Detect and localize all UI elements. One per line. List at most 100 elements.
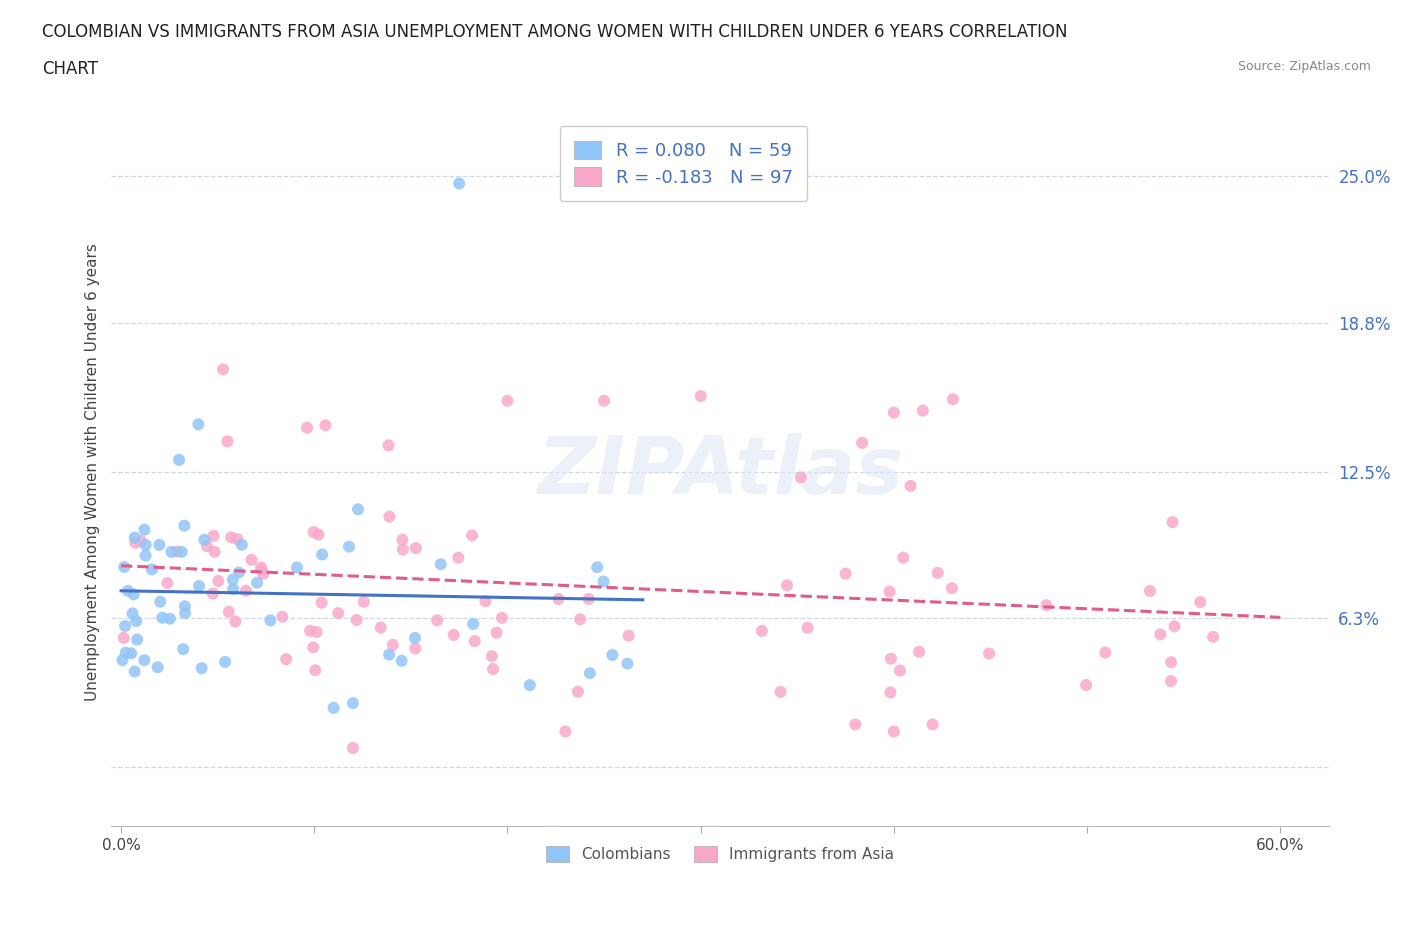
Point	[148, 538, 170, 552]
Point	[1161, 514, 1184, 529]
Point	[173, 518, 195, 533]
Point	[302, 525, 325, 539]
Point	[880, 651, 903, 666]
Point	[159, 611, 181, 626]
Point	[463, 617, 485, 631]
Point	[328, 605, 350, 620]
Point	[285, 560, 308, 575]
Point	[322, 700, 344, 715]
Point	[219, 530, 242, 545]
Point	[235, 583, 257, 598]
Point	[124, 530, 146, 545]
Point	[195, 538, 218, 553]
Point	[212, 362, 235, 377]
Point	[134, 653, 156, 668]
Point	[274, 652, 297, 667]
Point	[150, 610, 173, 625]
Point	[174, 605, 197, 620]
Point	[593, 393, 616, 408]
Point	[252, 566, 274, 581]
Point	[224, 614, 246, 629]
Point	[491, 610, 513, 625]
Point	[443, 628, 465, 643]
Point	[942, 392, 965, 406]
Point	[1163, 618, 1185, 633]
Point	[228, 565, 250, 580]
Point	[554, 724, 576, 739]
Point	[304, 663, 326, 678]
Point	[117, 583, 139, 598]
Point	[114, 645, 136, 660]
Point	[188, 578, 211, 593]
Point	[187, 417, 209, 432]
Point	[485, 625, 508, 640]
Point	[250, 563, 273, 578]
Point	[370, 620, 392, 635]
Point	[299, 623, 322, 638]
Point	[337, 539, 360, 554]
Point	[170, 544, 193, 559]
Point	[135, 538, 157, 552]
Point	[295, 420, 318, 435]
Point	[226, 532, 249, 547]
Point	[1035, 598, 1057, 613]
Point	[193, 532, 215, 547]
Point	[547, 591, 569, 606]
Point	[160, 544, 183, 559]
Point	[202, 528, 225, 543]
Point	[378, 509, 401, 524]
Point	[1160, 655, 1182, 670]
Point	[311, 547, 333, 562]
Point	[617, 629, 640, 644]
Point	[578, 591, 600, 606]
Point	[146, 659, 169, 674]
Point	[124, 536, 146, 551]
Point	[127, 632, 149, 647]
Point	[796, 620, 818, 635]
Point	[156, 576, 179, 591]
Point	[429, 557, 451, 572]
Point	[149, 594, 172, 609]
Point	[167, 452, 190, 467]
Point	[474, 593, 496, 608]
Point	[592, 574, 614, 589]
Point	[121, 606, 143, 621]
Point	[125, 614, 148, 629]
Point	[586, 560, 609, 575]
Point	[207, 574, 229, 589]
Point	[166, 544, 188, 559]
Text: Source: ZipAtlas.com: Source: ZipAtlas.com	[1237, 60, 1371, 73]
Point	[1139, 583, 1161, 598]
Point	[141, 562, 163, 577]
Point	[342, 740, 364, 755]
Point	[911, 404, 934, 418]
Point	[173, 599, 195, 614]
Point	[353, 594, 375, 609]
Point	[449, 176, 471, 191]
Point	[851, 435, 873, 450]
Point	[883, 405, 905, 420]
Point	[112, 631, 135, 645]
Point	[315, 418, 337, 432]
Point	[921, 717, 943, 732]
Point	[1149, 627, 1171, 642]
Point	[342, 696, 364, 711]
Point	[426, 613, 449, 628]
Point	[1094, 645, 1116, 660]
Point	[567, 684, 589, 699]
Point	[689, 389, 711, 404]
Point	[218, 604, 240, 619]
Point	[879, 584, 901, 599]
Point	[900, 479, 922, 494]
Point	[889, 663, 911, 678]
Point	[844, 717, 866, 732]
Point	[111, 653, 134, 668]
Point	[391, 532, 413, 547]
Point	[122, 587, 145, 602]
Point	[134, 523, 156, 538]
Point	[751, 623, 773, 638]
Point	[172, 642, 194, 657]
Point	[447, 551, 470, 565]
Text: ZIPAtlas: ZIPAtlas	[537, 432, 903, 511]
Point	[519, 678, 541, 693]
